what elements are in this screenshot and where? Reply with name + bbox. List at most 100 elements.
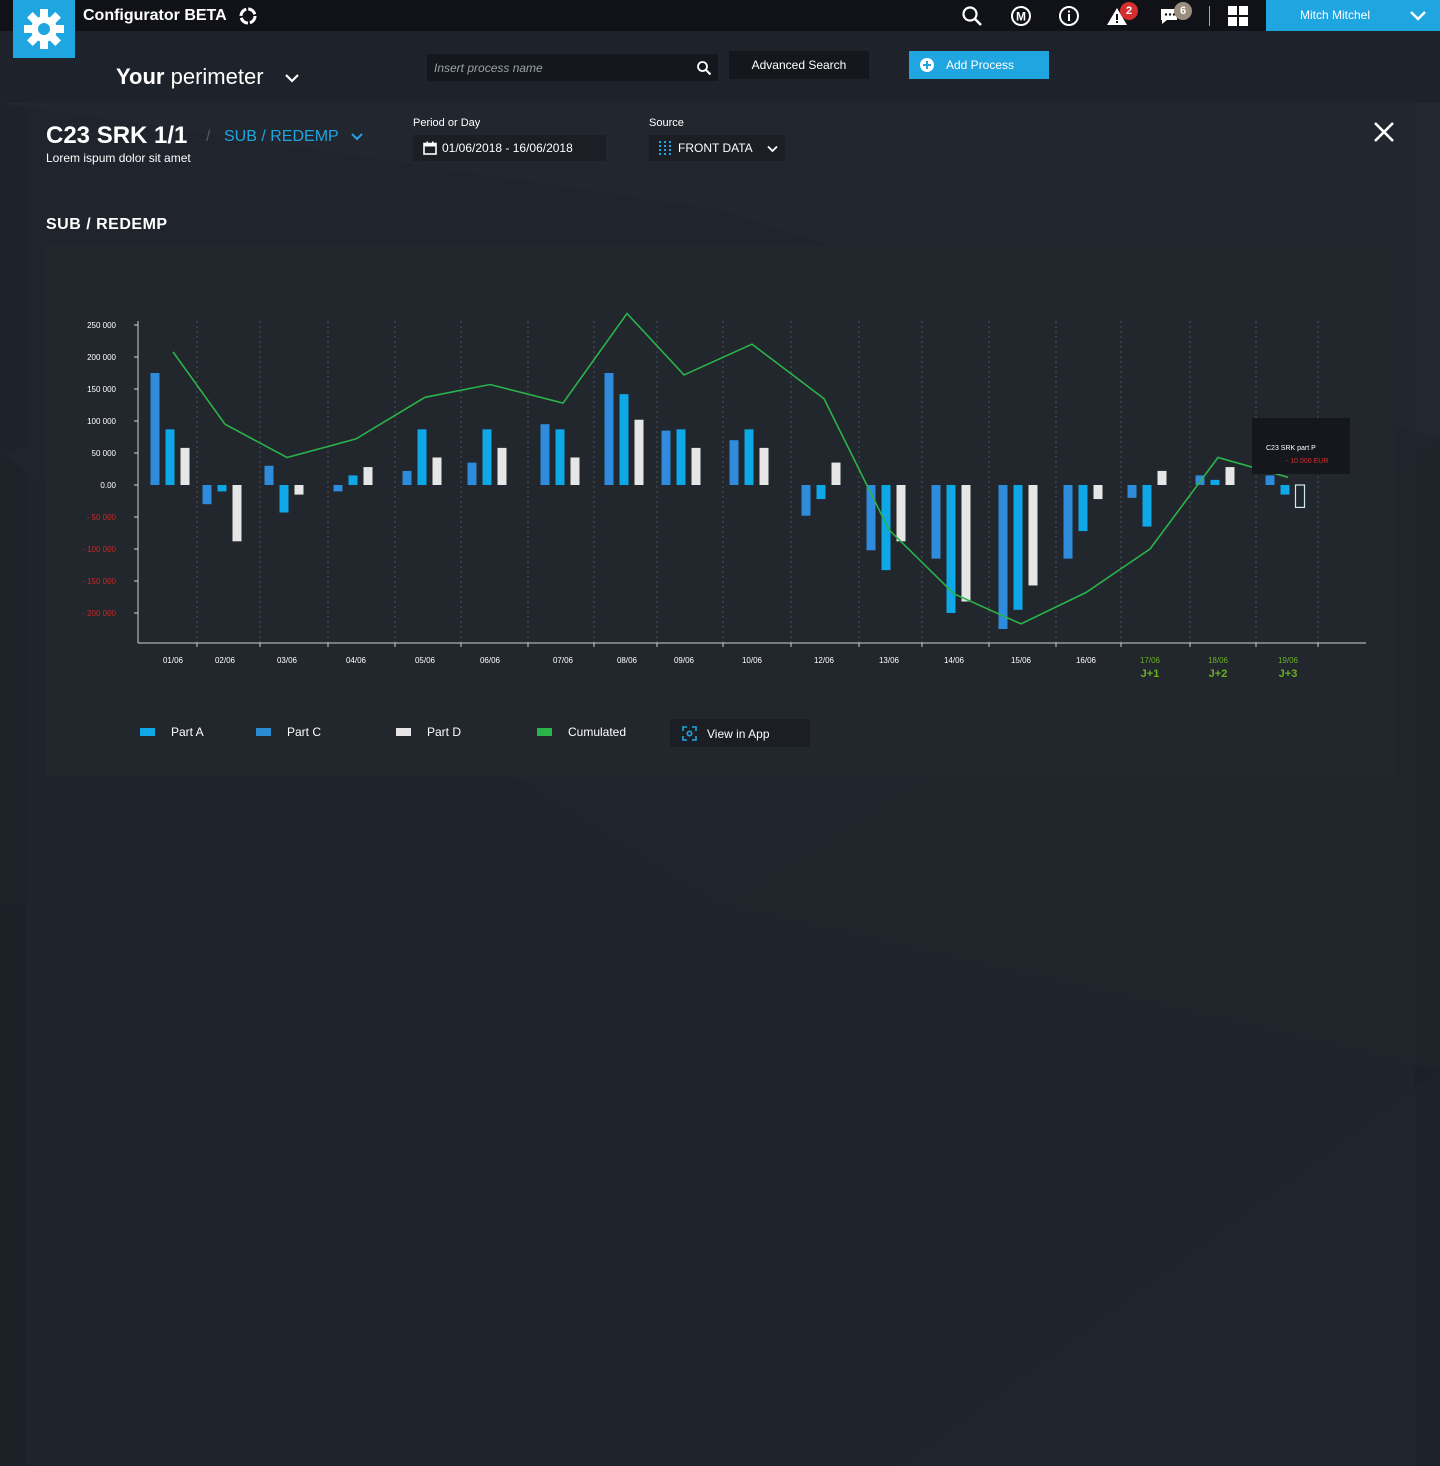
add-process-label: Add Process	[946, 58, 1015, 72]
perimeter-prefix: Your	[116, 64, 165, 89]
x-tick-label: 17/06	[1140, 656, 1161, 665]
user-menu[interactable]: Mitch Mitchel	[1266, 0, 1440, 31]
process-search	[427, 54, 718, 81]
tooltip-value: - 10 000 EUR	[1286, 458, 1328, 465]
grid-dots-icon	[659, 141, 671, 155]
x-tick-label: 04/06	[346, 656, 367, 665]
app-title: Configurator BETA	[83, 7, 227, 24]
info-icon[interactable]	[1057, 4, 1081, 28]
x-tick-label: 16/06	[1076, 656, 1097, 665]
bar-part-d	[180, 447, 190, 485]
chevron-down-icon	[767, 145, 778, 153]
bar-part-c	[1013, 485, 1023, 610]
source-value: FRONT DATA	[678, 141, 753, 155]
bar-part-d	[1225, 467, 1235, 485]
legend-swatch	[396, 728, 411, 736]
forecast-label: J+1	[1141, 668, 1160, 680]
bar-part-d	[232, 485, 242, 542]
close-icon[interactable]	[1372, 120, 1396, 144]
bar-part-c	[165, 429, 175, 485]
bar-part-d	[570, 457, 580, 485]
chevron-down-icon	[351, 133, 363, 141]
search-icon[interactable]	[960, 4, 984, 28]
bar-part-c	[1210, 479, 1220, 485]
view-in-app-button[interactable]: View in App	[670, 719, 810, 747]
app-logo[interactable]	[13, 0, 75, 58]
bar-part-d	[961, 485, 971, 602]
x-tick-label: 01/06	[163, 656, 184, 665]
advanced-search-button[interactable]: Advanced Search	[729, 51, 869, 79]
alerts-badge: 2	[1120, 2, 1138, 20]
bar-part-d	[1093, 485, 1103, 500]
chat-icon[interactable]	[1158, 4, 1182, 28]
sync-icon[interactable]	[237, 5, 259, 27]
x-tick-label: 12/06	[814, 656, 835, 665]
bar-part-a	[1265, 475, 1275, 485]
tooltip: C23 SRK part P - 10 000 EUR	[1252, 418, 1350, 474]
period-picker[interactable]: 01/06/2018 - 16/06/2018	[413, 135, 606, 161]
bar-part-a	[931, 485, 941, 559]
bar-part-a	[467, 462, 477, 485]
legend-label: Part C	[287, 725, 322, 739]
legend-label: Cumulated	[568, 725, 627, 739]
y-tick-label: 150 000	[87, 385, 116, 394]
chevron-down-icon	[284, 74, 299, 83]
bar-part-c	[279, 485, 289, 513]
source-selector[interactable]: FRONT DATA	[649, 135, 785, 161]
bar-part-c	[482, 429, 492, 485]
bar-part-a	[150, 373, 160, 485]
perimeter-label: perimeter	[170, 64, 264, 89]
bar-part-d	[831, 462, 841, 485]
y-tick-label: - 100 000	[82, 545, 116, 554]
y-tick-label: 50 000	[92, 449, 117, 458]
tooltip-title: C23 SRK part P	[1266, 445, 1316, 452]
perimeter-selector[interactable]: Your perimeter	[116, 64, 300, 90]
y-tick-label: - 150 000	[82, 577, 116, 586]
bar-part-d	[634, 419, 644, 485]
bar-part-d	[1294, 484, 1306, 508]
x-tick-label: 15/06	[1011, 656, 1032, 665]
x-tick-label: 19/06	[1278, 656, 1299, 665]
grid-icon[interactable]	[1226, 4, 1250, 28]
bar-part-d	[363, 467, 373, 485]
x-tick-label: 05/06	[415, 656, 436, 665]
bar-part-a	[1127, 485, 1137, 498]
bar-part-a	[202, 485, 212, 505]
calendar-icon	[423, 141, 437, 155]
record-subtitle: Lorem ispum dolor sit amet	[46, 151, 191, 165]
bar-part-a	[729, 440, 739, 485]
x-tick-label: 02/06	[215, 656, 236, 665]
bar-part-c	[816, 485, 826, 500]
m-icon[interactable]: M	[1009, 4, 1033, 28]
period-label: Period or Day	[413, 117, 481, 129]
bar-part-a	[1063, 485, 1073, 559]
breadcrumb-separator: /	[206, 128, 211, 145]
bar-part-c	[417, 429, 427, 485]
bar-part-a	[866, 485, 876, 551]
x-tick-label: 08/06	[617, 656, 638, 665]
top-bar: Configurator BETA M 2 6 Mitch Mitchel	[0, 0, 1440, 31]
bar-part-a	[998, 485, 1008, 629]
category-label: SUB / REDEMP	[224, 128, 339, 145]
legend-swatch	[537, 728, 552, 736]
bar-part-c	[881, 485, 891, 571]
legend-swatch	[256, 728, 271, 736]
gear-icon	[24, 9, 64, 49]
alert-icon[interactable]	[1105, 4, 1129, 28]
divider	[1209, 6, 1210, 26]
category-selector[interactable]: SUB / REDEMP	[224, 128, 363, 146]
legend-label: Part D	[427, 725, 462, 739]
bar-part-d	[1157, 470, 1167, 485]
y-tick-label: - 50 000	[87, 513, 117, 522]
add-process-button[interactable]: Add Process	[909, 51, 1049, 79]
search-input[interactable]	[427, 54, 687, 81]
search-icon[interactable]	[696, 60, 712, 76]
y-tick-label: - 200 000	[82, 609, 116, 618]
source-label: Source	[649, 117, 684, 129]
bar-part-c	[555, 429, 565, 485]
x-tick-label: 03/06	[277, 656, 298, 665]
x-tick-label: 09/06	[674, 656, 695, 665]
user-name: Mitch Mitchel	[1300, 8, 1371, 22]
bar-part-c	[676, 429, 686, 485]
bar-part-c	[348, 475, 358, 485]
